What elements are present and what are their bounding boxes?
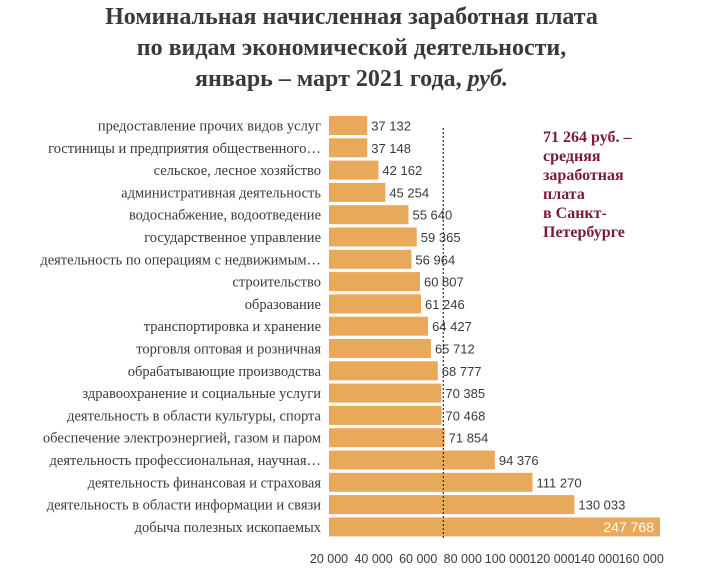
bar bbox=[329, 205, 409, 225]
average-salary-annotation: 71 264 руб. – средняя заработная плата в… bbox=[543, 128, 673, 242]
bar bbox=[329, 517, 660, 537]
category-label: обеспечение электроэнергией, газом и пар… bbox=[43, 431, 321, 447]
x-tick-label: 20 000 bbox=[310, 552, 348, 566]
x-tick-label: 160 000 bbox=[619, 552, 664, 566]
category-label: добыча полезных ископаемых bbox=[135, 520, 322, 536]
category-label: предоставление прочих видов услуг bbox=[98, 119, 321, 135]
category-label: деятельность финансовая и страховая bbox=[88, 475, 322, 491]
title-unit: руб. bbox=[467, 66, 508, 92]
bar bbox=[329, 405, 442, 425]
value-label: 56 964 bbox=[415, 252, 455, 267]
chart-title: Номинальная начисленная заработная плата… bbox=[0, 2, 703, 95]
x-tick-label: 100 000 bbox=[485, 552, 530, 566]
value-label: 61 246 bbox=[425, 297, 465, 312]
value-label: 64 427 bbox=[432, 319, 472, 334]
category-label: деятельность профессиональная, научная… bbox=[50, 453, 321, 469]
value-label: 68 777 bbox=[442, 364, 482, 379]
value-label: 130 033 bbox=[578, 498, 625, 513]
bar bbox=[329, 227, 417, 247]
value-label: 42 162 bbox=[382, 163, 422, 178]
category-label: здравоохранение и социальные услуги bbox=[82, 386, 321, 402]
category-label: государственное управление bbox=[144, 230, 321, 246]
value-label: 111 270 bbox=[537, 475, 582, 490]
value-label: 70 385 bbox=[445, 386, 485, 401]
bar bbox=[329, 182, 386, 202]
category-label: сельское, лесное хозяйство bbox=[154, 163, 321, 179]
title-line-1: Номинальная начисленная заработная плата bbox=[105, 4, 598, 30]
category-label: деятельность в области культуры, спорта bbox=[67, 408, 321, 424]
bar bbox=[329, 450, 495, 470]
annotation-line-1: 71 264 руб. – bbox=[543, 129, 632, 146]
value-label: 71 854 bbox=[449, 431, 489, 446]
annotation-line-3: заработная bbox=[543, 167, 624, 184]
bar bbox=[329, 272, 420, 292]
title-line-2: по видам экономической деятельности, bbox=[136, 35, 567, 61]
value-label: 45 254 bbox=[389, 185, 429, 200]
value-label: 70 468 bbox=[446, 408, 486, 423]
category-label: гостиницы и предприятия общественного… bbox=[48, 141, 321, 157]
bar bbox=[329, 316, 429, 336]
category-label: строительство bbox=[232, 275, 321, 291]
value-label: 37 148 bbox=[371, 141, 411, 156]
x-tick-label: 40 000 bbox=[354, 552, 392, 566]
bar bbox=[329, 472, 533, 492]
bar bbox=[329, 116, 368, 135]
bar bbox=[329, 160, 379, 180]
value-label: 247 768 bbox=[603, 519, 654, 535]
category-label: деятельность в области информации и связ… bbox=[47, 498, 322, 514]
annotation-line-5: в Санкт- bbox=[543, 205, 607, 222]
category-label: торговля оптовая и розничная bbox=[136, 342, 321, 358]
category-label: образование bbox=[245, 297, 321, 313]
annotation-line-6: Петербурге bbox=[543, 224, 625, 241]
annotation-line-4: плата bbox=[543, 186, 585, 203]
x-tick-label: 60 000 bbox=[399, 552, 437, 566]
bar bbox=[329, 294, 421, 314]
value-label: 59 365 bbox=[421, 230, 461, 245]
bar bbox=[329, 495, 575, 515]
value-label: 94 376 bbox=[499, 453, 539, 468]
category-label: административная деятельность bbox=[121, 185, 321, 201]
x-tick-label: 80 000 bbox=[444, 552, 482, 566]
bar bbox=[329, 339, 431, 358]
annotation-line-2: средняя bbox=[543, 148, 601, 165]
bar bbox=[329, 138, 368, 158]
category-label: транспортировка и хранение bbox=[144, 319, 321, 335]
title-line-3-main: январь – март 2021 года, bbox=[195, 66, 468, 92]
bar bbox=[329, 428, 445, 448]
category-label: водоснабжение, водоотведение bbox=[129, 208, 321, 224]
x-tick-label: 140 000 bbox=[574, 552, 619, 566]
value-label: 55 640 bbox=[412, 208, 452, 223]
value-label: 37 132 bbox=[371, 119, 411, 134]
bar bbox=[329, 383, 442, 403]
x-tick-label: 120 000 bbox=[529, 552, 574, 566]
value-label: 65 712 bbox=[435, 342, 475, 357]
value-label: 60 807 bbox=[424, 275, 464, 290]
bar bbox=[329, 361, 438, 381]
category-label: обрабатывающие производства bbox=[128, 364, 322, 380]
bar bbox=[329, 249, 412, 269]
category-label: деятельность по операциям с недвижимым… bbox=[40, 252, 321, 268]
title-line-3: январь – март 2021 года, руб. bbox=[0, 64, 703, 95]
